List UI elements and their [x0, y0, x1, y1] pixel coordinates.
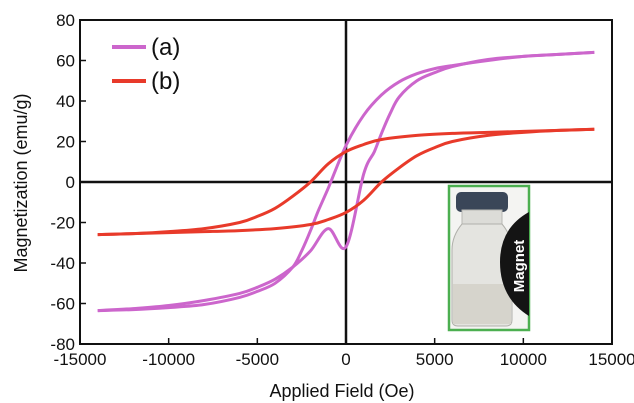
vial-liquid: [453, 284, 511, 324]
inset-photo: Magnet: [447, 184, 531, 332]
x-tick-label: 10000: [500, 350, 547, 369]
x-tick-label: 5000: [416, 350, 454, 369]
y-tick-label: -80: [50, 335, 75, 354]
x-tick-label: 15000: [588, 350, 634, 369]
x-axis-title: Applied Field (Oe): [269, 381, 414, 401]
x-tick-label: -15000: [54, 350, 107, 369]
legend: (a) (b): [112, 34, 180, 95]
series-b-ascending-branch: [97, 127, 595, 237]
x-tick-label: -10000: [142, 350, 195, 369]
vial-neck: [461, 209, 503, 225]
series-b-descending-branch: [97, 127, 595, 237]
series-a-ascending-branch: [97, 50, 595, 313]
y-tick-label: -60: [50, 295, 75, 314]
y-tick-label: 40: [56, 92, 75, 111]
y-tick-label: 20: [56, 133, 75, 152]
y-tick-label: -40: [50, 254, 75, 273]
legend-label-b: (b): [151, 68, 180, 95]
inset-magnet-label: Magnet: [511, 240, 528, 293]
y-tick-label: 60: [56, 52, 75, 71]
vial-cap-icon: [456, 192, 508, 212]
y-axis-title: Magnetization (emu/g): [11, 93, 31, 272]
legend-label-a: (a): [151, 34, 180, 61]
x-tick-label: 0: [341, 350, 350, 369]
y-tick-label: 80: [56, 11, 75, 30]
axis-ticks: -15000 -10000 -5000 0 5000 10000 15000 -80 -60 -4…: [50, 11, 634, 369]
curves: [97, 50, 595, 313]
y-tick-label: 0: [66, 173, 75, 192]
x-tick-label: -5000: [236, 350, 279, 369]
y-tick-label: -20: [50, 214, 75, 233]
magnet-icon: [500, 212, 529, 316]
